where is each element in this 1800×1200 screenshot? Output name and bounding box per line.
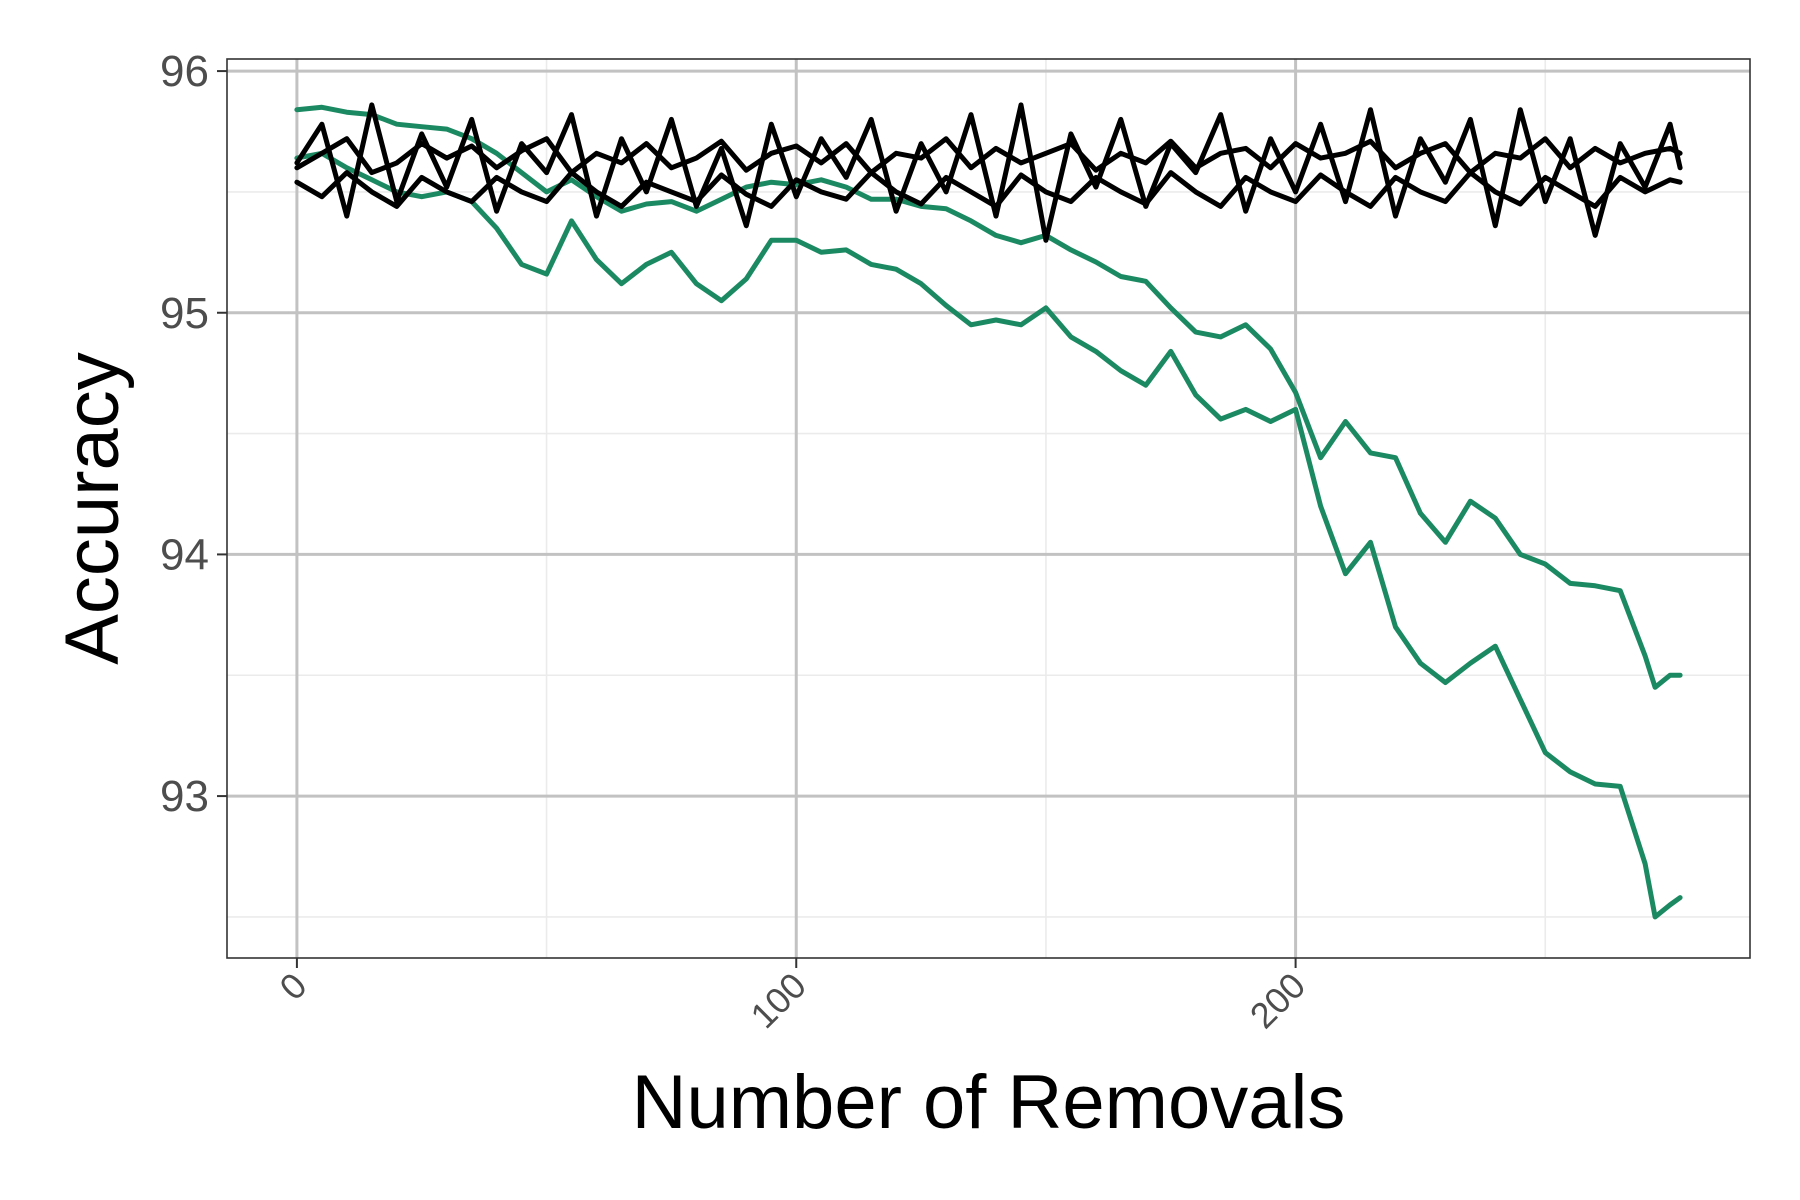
- y-tick-label: 93: [160, 772, 209, 821]
- y-tick-label: 94: [160, 530, 209, 579]
- series-line-5: [294, 102, 1683, 243]
- y-axis-title: Accuracy: [50, 352, 135, 665]
- series-line-3: [294, 136, 1683, 176]
- y-tick-label: 95: [160, 289, 209, 338]
- series-line-2: [294, 150, 1683, 920]
- y-tick-label: 96: [160, 47, 209, 96]
- series-layer: [294, 102, 1683, 920]
- x-axis-title: Number of Removals: [632, 1060, 1346, 1145]
- plot-panel-border: [226, 58, 1751, 959]
- series-line-1: [294, 104, 1683, 690]
- major-gridlines: [227, 59, 1750, 958]
